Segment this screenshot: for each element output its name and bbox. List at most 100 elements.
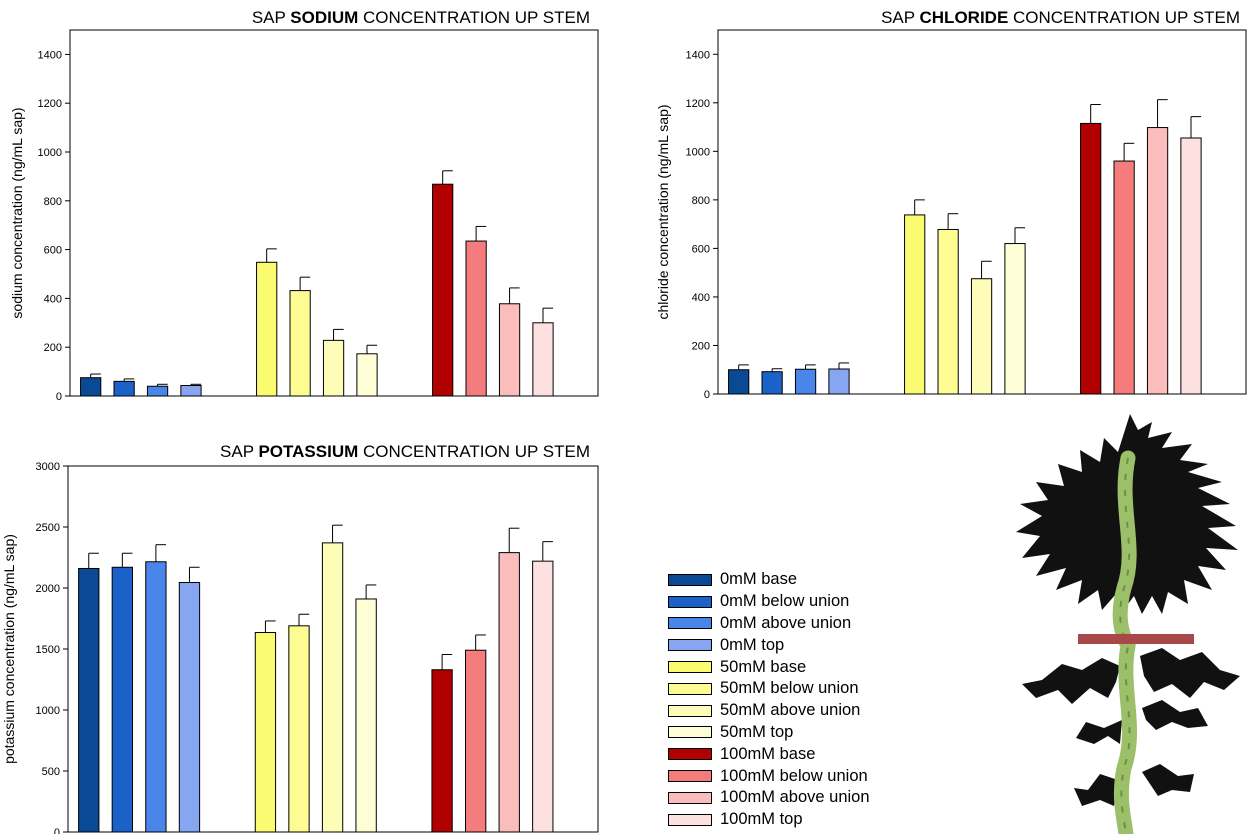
bar: [828, 368, 850, 395]
bar: [288, 625, 310, 833]
y-tick-label: 400: [692, 292, 710, 304]
bar: [937, 228, 959, 395]
legend-swatch: [668, 573, 712, 586]
bar: [178, 582, 201, 833]
bar: [794, 368, 817, 395]
bar: [532, 560, 554, 833]
legend-label: 0mM top: [720, 635, 785, 654]
bar: [289, 290, 311, 397]
legend-label: 100mM below union: [720, 766, 868, 785]
y-tick-label: 3000: [36, 461, 60, 473]
y-tick-label: 1000: [686, 146, 710, 158]
y-tick-label: 800: [44, 196, 62, 208]
y-axis-label: potassium concentration (ng/mL sap): [1, 534, 17, 764]
legend-label: 0mM below union: [720, 592, 850, 611]
y-tick-label: 1200: [38, 98, 62, 110]
sodium-chart-title: SAP SODIUM CONCENTRATION UP STEM: [252, 8, 590, 28]
bar: [1113, 160, 1135, 395]
bar: [904, 214, 926, 395]
legend-label: 100mM top: [720, 810, 803, 829]
legend-item: 50mM above union: [668, 700, 870, 722]
chloride-bar-chart: 0 200 400 600 800 1000 1200 1400 chloride concen…: [655, 29, 1247, 401]
legend-swatch: [668, 682, 712, 695]
sodium-title-prefix: SAP: [251, 8, 291, 27]
bar: [1080, 122, 1102, 395]
legend-label: 50mM top: [720, 722, 794, 741]
legend-item: 0mM top: [668, 634, 870, 656]
legend-label: 100mM above union: [720, 788, 870, 807]
y-tick-label: 1000: [36, 705, 60, 717]
bar: [761, 371, 783, 395]
legend-item: 0mM above union: [668, 613, 870, 635]
legend-swatch: [668, 661, 712, 674]
legend-label: 50mM below union: [720, 679, 859, 698]
bar: [256, 261, 278, 397]
legend-swatch: [668, 726, 712, 739]
sodium-title-bold: SODIUM: [290, 8, 359, 27]
y-tick-label: 500: [42, 766, 60, 778]
chloride-title-prefix: SAP: [881, 8, 920, 27]
y-axis-label: chloride concentration (ng/mL sap): [655, 104, 671, 319]
sodium-bar-chart: 0 200 400 600 800 1000 1200 1400 sodium concentr…: [9, 29, 599, 403]
y-tick-label: 0: [704, 389, 710, 401]
y-tick-label: 600: [44, 245, 62, 257]
potassium-chart-panel: SAP POTASSIUM CONCENTRATION UP STEM 0 500…: [0, 432, 610, 839]
bar: [356, 353, 378, 397]
potassium-title-suffix: CONCENTRATION UP STEM: [358, 442, 590, 461]
legend-label: 100mM base: [720, 744, 816, 763]
graft-union-marker: [1078, 634, 1194, 644]
bar: [254, 632, 277, 833]
bar: [432, 183, 454, 397]
sodium-chart-panel: SAP SODIUM CONCENTRATION UP STEM 0 200 400…: [0, 0, 610, 410]
bar: [180, 385, 202, 397]
bar: [146, 385, 169, 397]
potassium-chart-title: SAP POTASSIUM CONCENTRATION UP STEM: [220, 442, 590, 462]
chloride-title-bold: CHLORIDE: [919, 8, 1009, 27]
bar: [111, 566, 133, 833]
legend-swatch: [668, 595, 712, 608]
legend-swatch: [668, 617, 712, 630]
y-tick-label: 0: [56, 391, 62, 403]
bar: [728, 369, 750, 395]
tomato-plant-illustration: [1016, 414, 1240, 834]
legend-swatch: [668, 813, 712, 826]
y-tick-label: 1400: [38, 49, 62, 61]
bar: [321, 542, 344, 833]
y-tick-label: 600: [692, 243, 710, 255]
bar: [1180, 137, 1202, 395]
potassium-bar-chart: 0 500 1000 1500 2000 2500 3000 potassium concen…: [1, 461, 599, 839]
y-tick-label: 1200: [686, 98, 710, 110]
legend-swatch: [668, 639, 712, 652]
y-tick-label: 1000: [38, 147, 62, 159]
chloride-chart-title: SAP CHLORIDE CONCENTRATION UP STEM: [881, 8, 1240, 28]
legend-item: 0mM base: [668, 569, 870, 591]
chloride-chart-panel: SAP CHLORIDE CONCENTRATION UP STEM 0 200 4…: [640, 0, 1248, 410]
potassium-title-prefix: SAP: [220, 442, 259, 461]
bar: [970, 278, 993, 395]
legend-swatch: [668, 770, 712, 783]
legend-item: 50mM top: [668, 722, 870, 744]
bar: [465, 649, 487, 833]
bar: [322, 339, 345, 397]
legend-item: 100mM below union: [668, 765, 870, 787]
chloride-title-suffix: CONCENTRATION UP STEM: [1008, 8, 1240, 27]
y-tick-label: 200: [44, 342, 62, 354]
y-tick-label: 2000: [36, 583, 60, 595]
y-tick-label: 400: [44, 293, 62, 305]
bar: [145, 561, 167, 833]
potassium-title-bold: POTASSIUM: [258, 442, 359, 461]
y-axis-label: sodium concentration (ng/mL sap): [9, 107, 25, 318]
chart-legend: 0mM base 0mM below union 0mM above union 0m…: [668, 569, 870, 831]
legend-item: 50mM base: [668, 656, 870, 678]
bar: [532, 322, 554, 397]
bar: [113, 380, 135, 397]
bar: [1146, 127, 1169, 395]
legend-label: 0mM above union: [720, 613, 852, 632]
bar: [355, 598, 377, 833]
legend-item: 50mM below union: [668, 678, 870, 700]
y-tick-label: 800: [692, 195, 710, 207]
legend-item: 100mM base: [668, 743, 870, 765]
bar: [80, 377, 102, 397]
bar: [498, 552, 520, 833]
bar: [431, 669, 453, 833]
